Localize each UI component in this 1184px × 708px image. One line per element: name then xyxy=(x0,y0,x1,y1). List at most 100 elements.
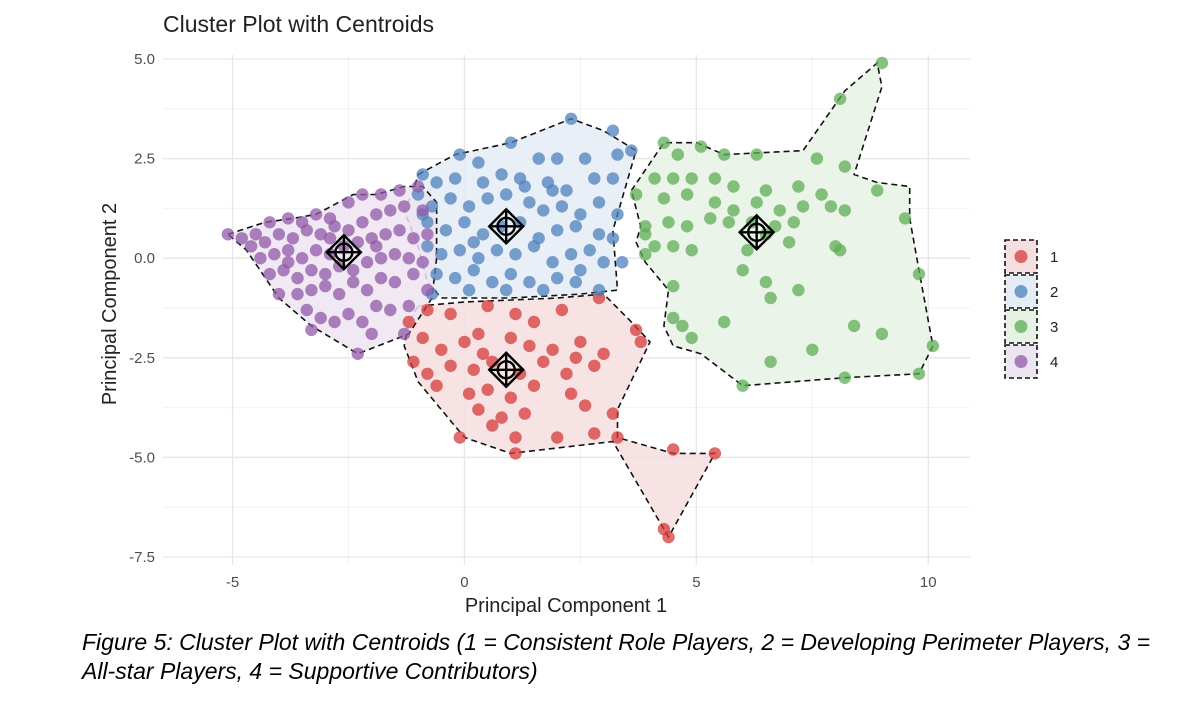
data-point-cluster-1 xyxy=(444,307,457,321)
data-point-cluster-2 xyxy=(611,208,624,221)
data-point-cluster-4 xyxy=(416,256,429,269)
data-point-cluster-3 xyxy=(685,244,698,257)
data-point-cluster-2 xyxy=(453,148,466,161)
data-point-cluster-4 xyxy=(384,204,397,217)
data-point-cluster-2 xyxy=(467,264,480,277)
data-point-cluster-2 xyxy=(551,271,564,285)
data-point-cluster-2 xyxy=(569,275,582,289)
data-point-cluster-1 xyxy=(564,387,578,400)
data-point-cluster-1 xyxy=(546,343,559,356)
data-point-cluster-2 xyxy=(444,192,457,205)
data-point-cluster-4 xyxy=(351,347,364,360)
data-point-cluster-1 xyxy=(634,335,647,349)
legend: 1 2 3 4 xyxy=(1004,239,1058,379)
data-point-cluster-4 xyxy=(356,315,369,329)
data-point-cluster-3 xyxy=(759,275,773,289)
data-point-cluster-4 xyxy=(314,311,327,325)
data-point-cluster-3 xyxy=(657,136,671,149)
data-point-cluster-2 xyxy=(523,275,536,289)
data-point-cluster-4 xyxy=(421,283,434,297)
data-point-cluster-1 xyxy=(597,347,610,360)
x-tick-label: 10 xyxy=(920,574,937,591)
data-point-cluster-3 xyxy=(764,355,777,368)
data-point-cluster-1 xyxy=(476,347,490,360)
data-point-cluster-3 xyxy=(657,192,671,205)
legend-item-4: 4 xyxy=(1004,344,1058,379)
data-point-cluster-2 xyxy=(421,240,434,253)
data-point-cluster-3 xyxy=(736,264,749,277)
legend-marker xyxy=(1014,355,1028,368)
data-point-cluster-4 xyxy=(309,244,323,257)
data-point-cluster-3 xyxy=(722,216,735,229)
data-point-cluster-4 xyxy=(384,303,397,317)
figure-caption: Figure 5: Cluster Plot with Centroids (1… xyxy=(82,629,1151,684)
data-point-cluster-4 xyxy=(342,224,355,237)
data-point-cluster-2 xyxy=(606,172,620,185)
data-point-cluster-3 xyxy=(871,184,884,197)
data-point-cluster-2 xyxy=(462,200,476,213)
centroid-marker-3 xyxy=(737,213,776,252)
data-point-cluster-2 xyxy=(597,256,610,269)
data-point-cluster-2 xyxy=(555,200,569,213)
data-point-cluster-4 xyxy=(365,327,378,341)
data-point-cluster-4 xyxy=(254,252,267,265)
data-point-cluster-3 xyxy=(912,367,926,380)
data-point-cluster-2 xyxy=(504,136,517,149)
data-point-cluster-2 xyxy=(439,224,453,237)
data-point-cluster-2 xyxy=(532,152,545,165)
data-point-cluster-3 xyxy=(745,216,759,229)
y-tick-label: 2.5 xyxy=(134,151,155,168)
data-point-cluster-4 xyxy=(258,236,272,249)
data-point-cluster-4 xyxy=(356,216,369,229)
data-point-cluster-2 xyxy=(606,124,620,137)
data-point-cluster-1 xyxy=(453,431,466,444)
data-point-cluster-2 xyxy=(569,220,582,233)
data-point-cluster-4 xyxy=(374,271,388,285)
data-point-cluster-2 xyxy=(564,248,578,261)
data-point-cluster-4 xyxy=(249,228,262,241)
data-point-cluster-4 xyxy=(351,236,364,249)
legend-item-1: 1 xyxy=(1004,239,1058,274)
data-point-cluster-2 xyxy=(467,236,480,249)
data-point-cluster-3 xyxy=(727,204,740,217)
data-point-cluster-4 xyxy=(360,283,374,297)
data-point-cluster-3 xyxy=(838,371,851,384)
data-point-cluster-3 xyxy=(875,56,889,70)
data-point-cluster-4 xyxy=(407,232,420,245)
data-point-cluster-2 xyxy=(476,176,490,189)
data-point-cluster-3 xyxy=(750,196,763,209)
data-point-cluster-2 xyxy=(518,180,531,193)
data-point-cluster-2 xyxy=(425,200,439,213)
data-point-cluster-4 xyxy=(263,267,276,281)
y-axis-label: Principal Component 2 xyxy=(99,203,121,405)
data-point-cluster-2 xyxy=(509,248,522,261)
data-point-cluster-4 xyxy=(360,256,374,269)
cluster-plot: Cluster Plot with Centroids -5 0 5 10 5.0 2.5… xyxy=(99,11,1058,617)
legend-label: 2 xyxy=(1050,284,1058,301)
data-point-cluster-4 xyxy=(309,208,323,221)
data-point-cluster-4 xyxy=(402,252,415,265)
data-point-cluster-4 xyxy=(398,327,411,341)
centroids xyxy=(325,207,776,389)
data-point-cluster-2 xyxy=(453,244,466,257)
data-point-cluster-2 xyxy=(435,248,448,261)
data-point-cluster-4 xyxy=(356,188,369,201)
data-point-cluster-1 xyxy=(430,379,443,392)
data-point-cluster-1 xyxy=(588,427,601,440)
data-point-cluster-1 xyxy=(606,407,620,420)
data-point-cluster-3 xyxy=(773,204,786,217)
data-point-cluster-4 xyxy=(374,252,388,265)
data-point-cluster-3 xyxy=(750,148,763,161)
data-point-cluster-2 xyxy=(458,216,471,229)
data-point-cluster-4 xyxy=(342,196,355,209)
data-point-cluster-1 xyxy=(481,299,494,313)
data-point-cluster-1 xyxy=(495,411,508,424)
data-point-cluster-3 xyxy=(676,319,689,333)
data-point-cluster-4 xyxy=(291,287,304,301)
data-point-cluster-3 xyxy=(833,244,847,257)
data-point-cluster-2 xyxy=(551,224,564,237)
data-point-cluster-1 xyxy=(662,530,675,544)
data-point-cluster-2 xyxy=(574,264,587,277)
data-point-cluster-3 xyxy=(824,200,838,213)
data-point-cluster-4 xyxy=(393,224,406,237)
